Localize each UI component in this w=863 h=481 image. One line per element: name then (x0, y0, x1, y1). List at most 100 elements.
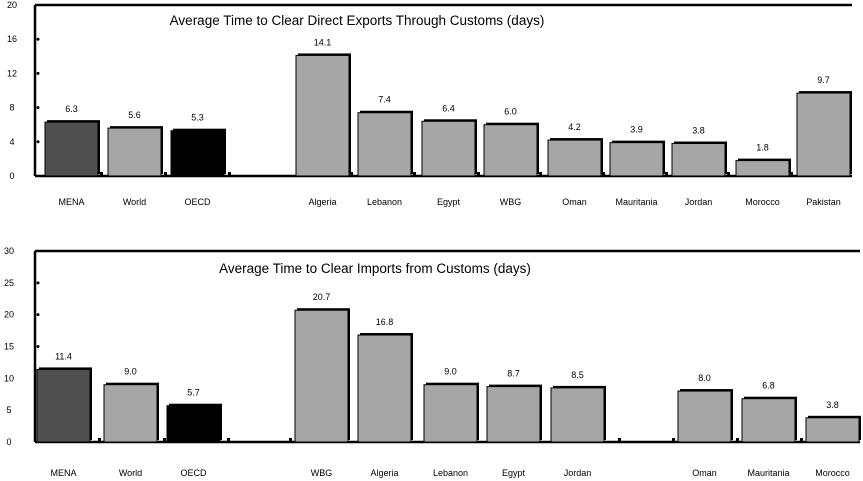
imports-axis-marker (227, 438, 230, 442)
imports-category-label-mauritania: Mauritania (747, 468, 789, 478)
exports-y-tick-label: 0 (9, 171, 14, 181)
imports-value-label-mauritania: 6.8 (762, 381, 775, 391)
exports-chart-title: Average Time to Clear Direct Exports Thr… (170, 13, 545, 28)
exports-bar-wbg (483, 124, 538, 177)
exports-value-label-oecd: 5.3 (191, 113, 204, 123)
exports-axis-marker (665, 172, 668, 176)
exports-category-label-algeria: Algeria (308, 197, 336, 207)
exports-bar-algeria (295, 54, 350, 177)
imports-axis-marker (163, 438, 166, 442)
exports-axis-marker (350, 172, 353, 176)
exports-category-label-egypt: Egypt (437, 197, 461, 207)
exports-axis-marker (539, 172, 542, 176)
imports-bar-oecd (166, 405, 221, 443)
imports-y-tick-mark (36, 281, 40, 285)
imports-category-label-oecd: OECD (180, 468, 207, 478)
imports-chart: Average Time to Clear Imports from Custo… (4, 246, 861, 478)
imports-category-label-jordan: Jordan (564, 468, 592, 478)
exports-bar-oecd (170, 130, 225, 177)
imports-value-label-wbg: 20.7 (313, 292, 331, 302)
exports-value-label-pakistan: 9.7 (817, 75, 830, 85)
imports-value-label-algeria: 16.8 (376, 317, 394, 327)
imports-category-label-oman: Oman (692, 468, 717, 478)
imports-bar-algeria (357, 334, 412, 443)
exports-value-label-oman: 4.2 (568, 122, 581, 132)
imports-category-label-algeria: Algeria (370, 468, 398, 478)
exports-bar-egypt (421, 120, 476, 177)
imports-y-tick-mark (36, 345, 40, 348)
imports-value-label-egypt: 8.7 (507, 369, 520, 379)
imports-y-tick-label: 15 (4, 342, 14, 352)
exports-category-label-jordan: Jordan (685, 197, 713, 207)
imports-axis-marker (736, 438, 739, 442)
imports-category-label-lebanon: Lebanon (433, 468, 468, 478)
imports-axis-marker (289, 438, 292, 442)
imports-category-label-mena: MENA (50, 468, 76, 478)
imports-y-tick-mark (36, 313, 40, 317)
imports-axis-marker (98, 438, 101, 442)
exports-y-tick-label: 16 (7, 34, 17, 44)
imports-value-label-lebanon: 9.0 (444, 367, 457, 377)
exports-value-label-wbg: 6.0 (504, 107, 517, 117)
imports-value-label-mena: 11.4 (55, 351, 72, 361)
imports-axis-marker (672, 438, 675, 442)
imports-y-tick-label: 30 (4, 246, 14, 256)
exports-value-label-jordan: 3.8 (692, 126, 705, 136)
exports-category-label-lebanon: Lebanon (367, 197, 402, 207)
exports-chart: Average Time to Clear Direct Exports Thr… (7, 0, 852, 207)
exports-value-label-lebanon: 7.4 (378, 95, 391, 105)
exports-bar-oman (547, 139, 602, 177)
exports-bar-morocco (735, 160, 790, 177)
imports-value-label-morocco: 3.8 (826, 400, 839, 410)
exports-y-tick-label: 12 (7, 68, 17, 78)
exports-y-tick-label: 4 (9, 137, 14, 147)
exports-category-label-wbg: WBG (500, 197, 522, 207)
exports-y-tick-mark (36, 140, 40, 144)
imports-value-label-world: 9.0 (124, 367, 137, 377)
imports-axis-marker (800, 438, 803, 442)
exports-category-label-mena: MENA (58, 197, 84, 207)
exports-axis-marker (100, 172, 103, 176)
exports-value-label-mena: 6.3 (65, 104, 78, 114)
exports-value-label-morocco: 1.8 (756, 143, 769, 153)
imports-bar-morocco (805, 417, 860, 443)
imports-bar-jordan (550, 387, 605, 443)
exports-axis-marker (790, 172, 793, 176)
imports-chart-title: Average Time to Clear Imports from Custo… (219, 261, 531, 276)
exports-y-tick-mark (36, 37, 40, 41)
imports-y-tick-label: 0 (6, 437, 11, 447)
imports-category-label-morocco: Morocco (815, 468, 850, 478)
imports-value-label-oecd: 5.7 (187, 388, 200, 398)
exports-y-tick-label: 8 (9, 103, 14, 113)
exports-category-label-pakistan: Pakistan (806, 197, 841, 207)
imports-axis-marker (618, 438, 621, 442)
exports-bar-mauritania (609, 142, 664, 177)
exports-value-label-algeria: 14.1 (314, 37, 332, 47)
imports-bar-mena (36, 368, 91, 443)
exports-axis-marker (228, 172, 231, 176)
imports-y-tick-label: 5 (6, 405, 11, 415)
exports-category-label-world: World (123, 197, 146, 207)
imports-bar-lebanon (423, 384, 478, 443)
exports-bar-pakistan (796, 92, 851, 177)
exports-bar-lebanon (357, 112, 412, 177)
imports-bar-oman (677, 390, 732, 443)
exports-value-label-mauritania: 3.9 (630, 125, 643, 135)
imports-bar-mauritania (741, 398, 796, 443)
exports-y-tick-mark (36, 71, 40, 75)
imports-y-tick-label: 20 (4, 310, 14, 320)
exports-category-label-oman: Oman (562, 197, 587, 207)
exports-value-label-egypt: 6.4 (442, 103, 455, 113)
exports-axis-marker (602, 172, 605, 176)
exports-category-label-mauritania: Mauritania (615, 197, 657, 207)
exports-bar-jordan (671, 143, 726, 177)
imports-category-label-egypt: Egypt (502, 468, 526, 478)
imports-bar-egypt (486, 386, 541, 443)
imports-bar-world (103, 384, 158, 443)
exports-value-label-world: 5.6 (128, 110, 141, 120)
exports-axis-marker (477, 172, 480, 176)
imports-value-label-oman: 8.0 (698, 373, 711, 383)
imports-bar-wbg (294, 309, 349, 443)
exports-category-label-oecd: OECD (184, 197, 211, 207)
